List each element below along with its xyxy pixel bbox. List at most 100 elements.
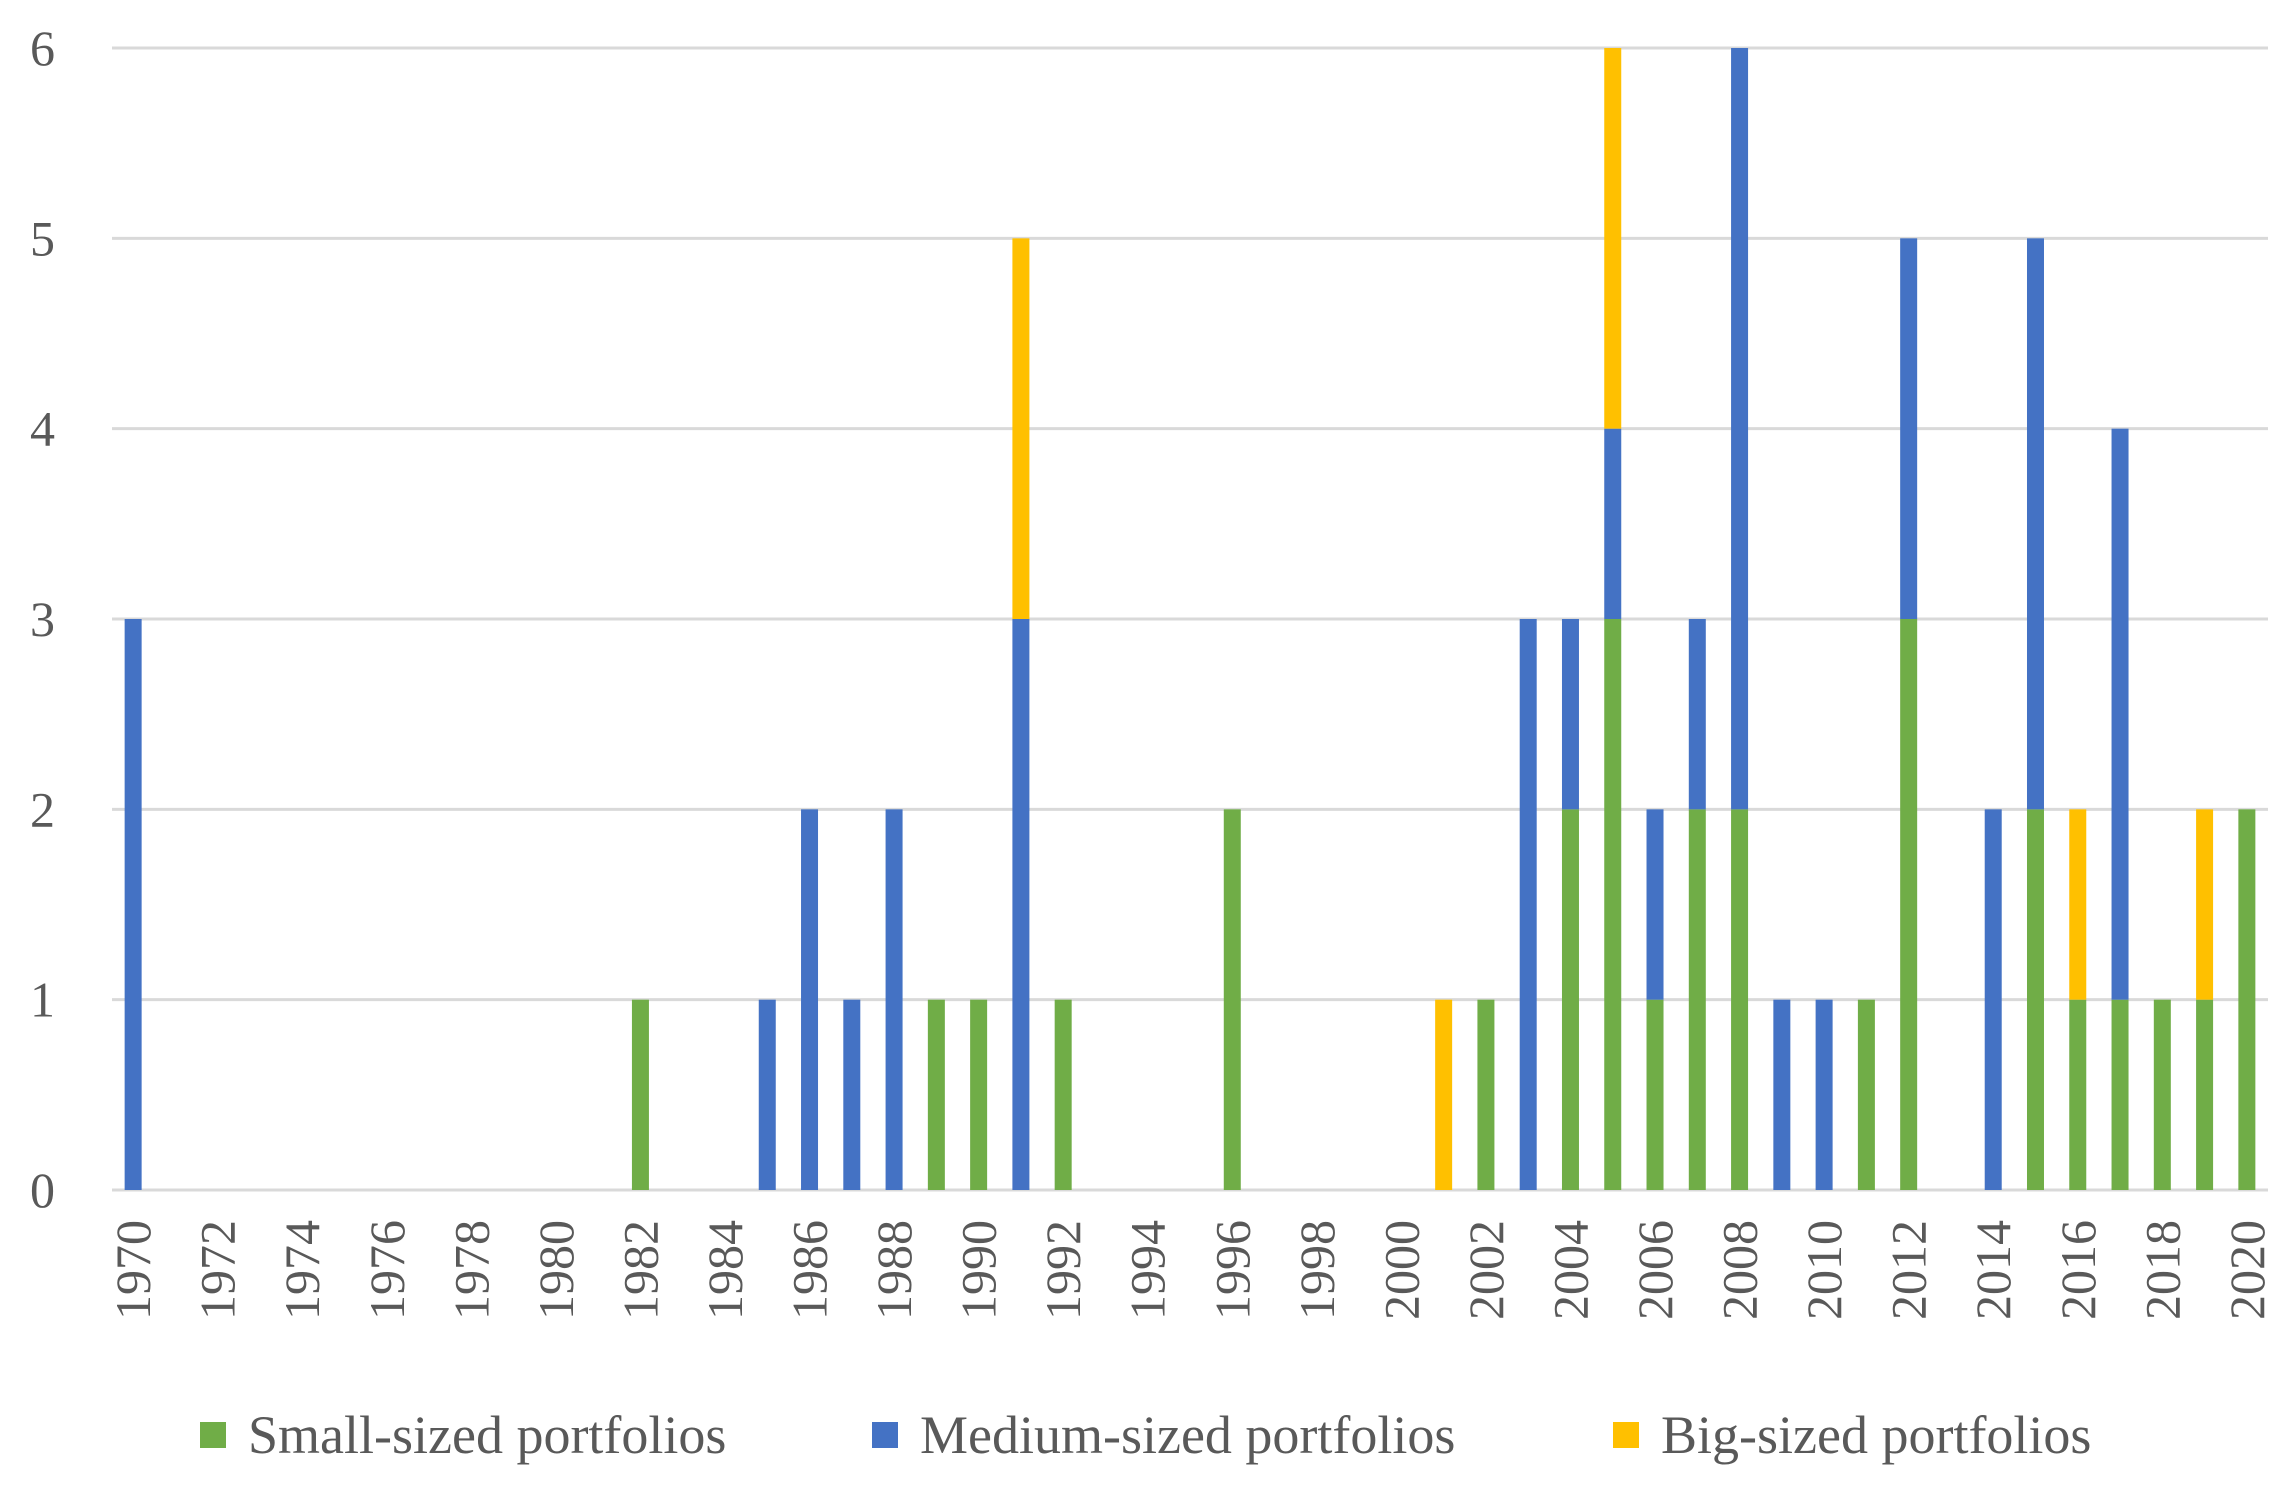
bars (124, 48, 2256, 1190)
bar-segment-1985-series-1 (758, 999, 776, 1190)
bar-segment-2011-series-0 (1857, 999, 1875, 1190)
bar-segment-2014-series-1 (1984, 809, 2002, 1190)
x-tick-label: 2000 (1373, 1220, 1429, 1320)
bar-segment-1986-series-1 (801, 809, 819, 1190)
x-tick-label-group: 1984 (697, 1220, 753, 1320)
bar-segment-2012-series-0 (1900, 619, 1918, 1190)
x-tick-label: 2006 (1627, 1220, 1683, 1320)
x-tick-label: 2004 (1542, 1220, 1598, 1320)
x-tick-label-group: 2016 (2050, 1220, 2106, 1320)
x-tick-label-group: 2004 (1542, 1220, 1598, 1320)
x-tick-label-group: 1976 (359, 1220, 415, 1320)
gridlines (112, 46, 2268, 1192)
x-tick-label: 1970 (105, 1220, 161, 1320)
x-tick-label: 2018 (2134, 1220, 2190, 1320)
bar-segment-1990-series-0 (970, 999, 988, 1190)
bar-segment-2015-series-1 (2026, 238, 2044, 810)
bar-segment-1982-series-0 (631, 999, 649, 1190)
y-tick-label: 0 (30, 1162, 55, 1218)
bar-segment-2006-series-1 (1646, 809, 1664, 1000)
bar-segment-2015-series-0 (2026, 809, 2044, 1190)
bar-segment-1996-series-0 (1223, 809, 1241, 1190)
x-tick-label: 1978 (443, 1220, 499, 1320)
bar-segment-2017-series-0 (2111, 999, 2129, 1190)
bar-segment-1987-series-1 (843, 999, 861, 1190)
y-tick-label: 3 (30, 591, 55, 647)
x-tick-label-group: 1994 (1120, 1220, 1176, 1320)
x-tick-label: 2014 (1965, 1220, 2021, 1320)
x-tick-label: 1994 (1120, 1220, 1176, 1320)
x-tick-label-group: 1986 (782, 1220, 838, 1320)
bar-segment-2010-series-1 (1815, 999, 1833, 1190)
legend: Small-sized portfolios Medium-sized portf… (200, 1405, 2091, 1465)
x-tick-label-group: 1978 (443, 1220, 499, 1320)
x-tick-label-group: 1996 (1204, 1220, 1260, 1320)
x-tick-label: 1996 (1204, 1220, 1260, 1320)
x-tick-label-group: 1980 (528, 1220, 584, 1320)
x-tick-label: 2016 (2050, 1220, 2106, 1320)
x-tick-label-group: 1972 (190, 1220, 246, 1320)
x-tick-label-group: 1988 (866, 1220, 922, 1320)
bar-segment-2012-series-1 (1900, 238, 1918, 620)
bar-segment-2002-series-0 (1477, 999, 1495, 1190)
bar-segment-1992-series-0 (1054, 999, 1072, 1190)
x-axis-ticks: 1970 1972 1974 1976 1978 1980 1982 1984 1986 1988… (105, 1220, 2275, 1320)
legend-swatch (1613, 1422, 1639, 1448)
x-tick-label-group: 2012 (1881, 1220, 1937, 1320)
bar-segment-2016-series-0 (2069, 999, 2087, 1190)
x-tick-label: 1986 (782, 1220, 838, 1320)
bar-segment-2007-series-0 (1688, 809, 1706, 1190)
y-tick-label: 4 (30, 401, 55, 457)
bar-segment-2008-series-1 (1731, 48, 1749, 810)
bar-segment-2008-series-0 (1731, 809, 1749, 1190)
legend-swatch (872, 1422, 898, 1448)
x-tick-label-group: 2008 (1712, 1220, 1768, 1320)
x-tick-label: 2010 (1796, 1220, 1852, 1320)
x-tick-label-group: 1974 (274, 1220, 330, 1320)
bar-segment-2005-series-1 (1604, 428, 1622, 619)
x-tick-label: 1980 (528, 1220, 584, 1320)
x-tick-label: 1988 (866, 1220, 922, 1320)
bar-segment-2004-series-1 (1561, 619, 1579, 810)
bar-segment-2003-series-1 (1519, 619, 1537, 1190)
legend-label: Big-sized portfolios (1661, 1405, 2091, 1465)
x-tick-label: 1982 (612, 1220, 668, 1320)
bar-segment-2019-series-0 (2196, 999, 2214, 1190)
legend-label: Medium-sized portfolios (920, 1405, 1455, 1465)
x-tick-label: 1990 (951, 1220, 1007, 1320)
bar-segment-2018-series-0 (2153, 999, 2171, 1190)
bar-segment-2005-series-0 (1604, 619, 1622, 1190)
bar-segment-1991-series-1 (1012, 619, 1030, 1190)
bar-segment-2001-series-2 (1435, 999, 1453, 1190)
x-tick-label: 1976 (359, 1220, 415, 1320)
bar-segment-1988-series-1 (885, 809, 903, 1190)
x-tick-label-group: 2018 (2134, 1220, 2190, 1320)
legend-swatch (200, 1422, 226, 1448)
bar-segment-1991-series-2 (1012, 238, 1030, 620)
bar-segment-2017-series-1 (2111, 428, 2129, 1000)
bar-segment-2016-series-2 (2069, 809, 2087, 1000)
x-tick-label-group: 1992 (1035, 1220, 1091, 1320)
bar-segment-1970-series-1 (124, 619, 142, 1190)
x-tick-label-group: 2020 (2219, 1220, 2275, 1320)
y-tick-label: 2 (30, 781, 55, 837)
legend-label: Small-sized portfolios (248, 1405, 726, 1465)
x-tick-label-group: 1990 (951, 1220, 1007, 1320)
x-tick-label-group: 2002 (1458, 1220, 1514, 1320)
y-axis-ticks: 0 1 2 3 4 5 6 (30, 20, 55, 1218)
x-tick-label-group: 1982 (612, 1220, 668, 1320)
bar-segment-2004-series-0 (1561, 809, 1579, 1190)
y-tick-label: 1 (30, 972, 55, 1028)
x-tick-label-group: 2014 (1965, 1220, 2021, 1320)
bar-segment-2009-series-1 (1773, 999, 1791, 1190)
bar-segment-2005-series-2 (1604, 48, 1622, 429)
bar-segment-2007-series-1 (1688, 619, 1706, 810)
x-tick-label: 2002 (1458, 1220, 1514, 1320)
x-tick-label-group: 2000 (1373, 1220, 1429, 1320)
x-tick-label: 1998 (1289, 1220, 1345, 1320)
x-tick-label: 1984 (697, 1220, 753, 1320)
x-tick-label: 1972 (190, 1220, 246, 1320)
y-tick-label: 5 (30, 210, 55, 266)
bar-segment-2020-series-0 (2238, 809, 2256, 1190)
